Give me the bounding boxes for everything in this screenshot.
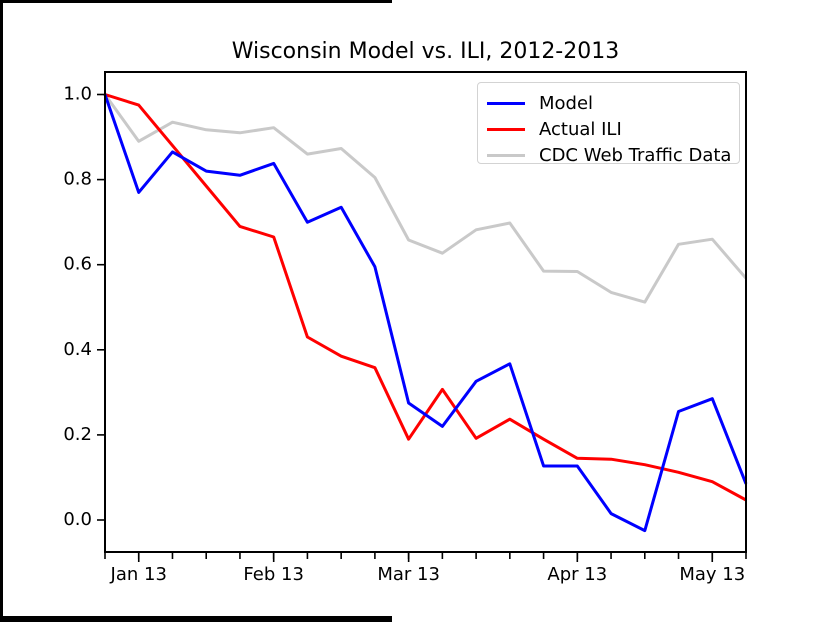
x-axis-tick-label: Jan 13 — [110, 564, 167, 585]
x-axis-tick-label: Mar 13 — [377, 564, 440, 585]
actual-ili-line-swatch — [487, 127, 525, 131]
y-axis-tick-label: 0.2 — [63, 424, 92, 445]
y-axis-tick-label: 0.6 — [63, 254, 92, 275]
cdc-web-traffic-line-swatch — [487, 153, 525, 157]
model-line-swatch — [487, 101, 525, 105]
y-axis-tick-label: 0.4 — [63, 339, 92, 360]
x-axis-tick-label: May 13 — [679, 564, 745, 585]
series-line-cdc-web-traffic-data — [103, 93, 748, 304]
x-axis-tick-label: Feb 13 — [243, 564, 304, 585]
legend-item-actual-ili: Actual ILI — [478, 116, 739, 142]
legend-label-cdc-web-traffic: CDC Web Traffic Data — [539, 144, 732, 166]
legend-item-cdc-web-traffic: CDC Web Traffic Data — [478, 142, 739, 168]
legend-label-model: Model — [539, 92, 594, 114]
series-line-model — [103, 94, 748, 533]
y-axis-tick-label: 0.0 — [63, 509, 92, 530]
legend-label-actual-ili: Actual ILI — [539, 118, 622, 140]
window-border-left — [0, 0, 3, 622]
y-axis-tick-label: 0.8 — [63, 169, 92, 190]
legend-box: Model Actual ILI CDC Web Traffic Data — [477, 82, 740, 166]
chart-title: Wisconsin Model vs. ILI, 2012-2013 — [231, 39, 620, 64]
legend-item-model: Model — [478, 90, 739, 116]
x-axis-tick-label: Apr 13 — [547, 564, 607, 585]
plot-frame — [104, 71, 747, 553]
window-border-bottom — [0, 616, 392, 622]
window-border-top — [0, 0, 392, 3]
y-axis-tick-label: 1.0 — [63, 84, 92, 105]
